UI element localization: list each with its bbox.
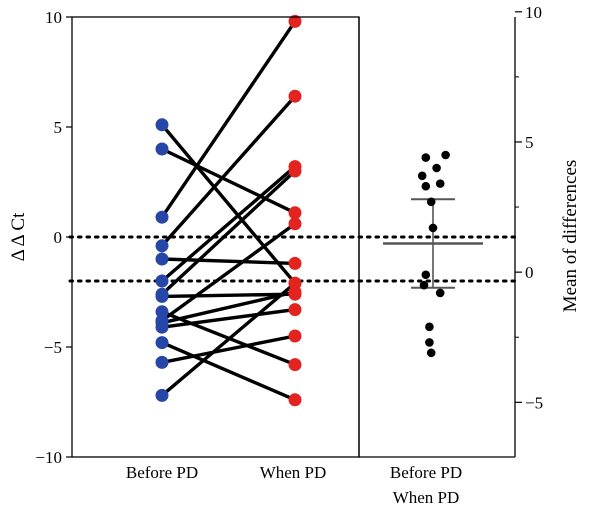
right-y-tick-label: −5	[525, 393, 543, 412]
when-point	[288, 164, 302, 178]
before-point	[155, 289, 169, 303]
difference-point	[428, 223, 438, 233]
left-y-tick-label: −5	[44, 338, 62, 357]
left-y-tick-label: 0	[54, 228, 63, 247]
paired-points	[155, 14, 302, 407]
left-y-ticks: 10 5 0 −5 −10	[35, 8, 72, 467]
pair-line	[160, 164, 297, 283]
pair-line	[160, 340, 297, 402]
before-point	[155, 239, 169, 253]
pair-line	[160, 222, 297, 323]
before-point	[155, 252, 169, 266]
right-category-label-line2: When PD	[393, 488, 460, 507]
when-point	[288, 206, 302, 220]
when-point	[288, 89, 302, 103]
before-point	[155, 210, 169, 224]
difference-point	[425, 322, 434, 332]
pair-line	[160, 281, 297, 398]
difference-point	[421, 153, 431, 162]
mean-error-bar	[383, 198, 483, 289]
difference-point	[441, 150, 450, 160]
when-point	[288, 276, 302, 290]
before-point	[155, 320, 169, 334]
pair-line	[160, 290, 297, 325]
difference-point	[426, 348, 436, 358]
pair-line	[160, 169, 297, 296]
pair-line	[160, 123, 297, 285]
pair-line	[160, 19, 297, 219]
when-point	[288, 217, 302, 231]
left-y-axis-label: Δ Δ Ct	[8, 212, 29, 261]
before-point	[155, 274, 169, 288]
right-panel: 10 5 0 −5 Mean of differences Before PD Whe…	[358, 3, 581, 507]
category-label-when: When PD	[260, 463, 327, 482]
before-point	[155, 388, 169, 402]
left-y-tick-label: 5	[54, 118, 63, 137]
difference-point	[421, 181, 431, 191]
pair-line	[160, 147, 297, 215]
difference-point	[435, 288, 445, 298]
pair-line	[160, 334, 297, 365]
when-point	[288, 303, 302, 317]
when-point	[288, 329, 302, 343]
before-point	[155, 142, 169, 156]
right-y-tick-label: 5	[525, 133, 534, 152]
before-point	[155, 355, 169, 369]
when-point	[288, 393, 302, 407]
right-y-ticks: 10 5 0 −5	[515, 3, 543, 412]
left-y-tick-label: −10	[35, 448, 62, 467]
difference-point	[419, 280, 429, 290]
left-y-tick-label: 10	[45, 8, 62, 27]
difference-point	[432, 163, 441, 173]
difference-points	[417, 150, 450, 358]
right-y-axis-label: Mean of differences	[560, 160, 581, 313]
right-category-label-line1: Before PD	[390, 463, 462, 482]
difference-point	[425, 338, 434, 347]
when-point	[288, 14, 302, 28]
before-point	[155, 336, 169, 350]
difference-point	[426, 197, 436, 207]
pair-line	[160, 292, 297, 299]
when-point	[288, 358, 302, 372]
pair-line	[160, 94, 297, 248]
category-label-before: Before PD	[126, 463, 198, 482]
left-panel: 10 5 0 −5 −10 Δ Δ Ct Before PD When PD	[8, 8, 519, 482]
when-point	[288, 256, 302, 270]
pair-line	[160, 307, 297, 329]
right-y-tick-label: 10	[525, 3, 542, 22]
difference-point	[421, 270, 431, 280]
paired-lines	[160, 19, 297, 402]
difference-point	[435, 179, 445, 188]
difference-point	[417, 171, 427, 181]
right-y-tick-label: 0	[525, 263, 534, 282]
before-point	[155, 118, 169, 132]
